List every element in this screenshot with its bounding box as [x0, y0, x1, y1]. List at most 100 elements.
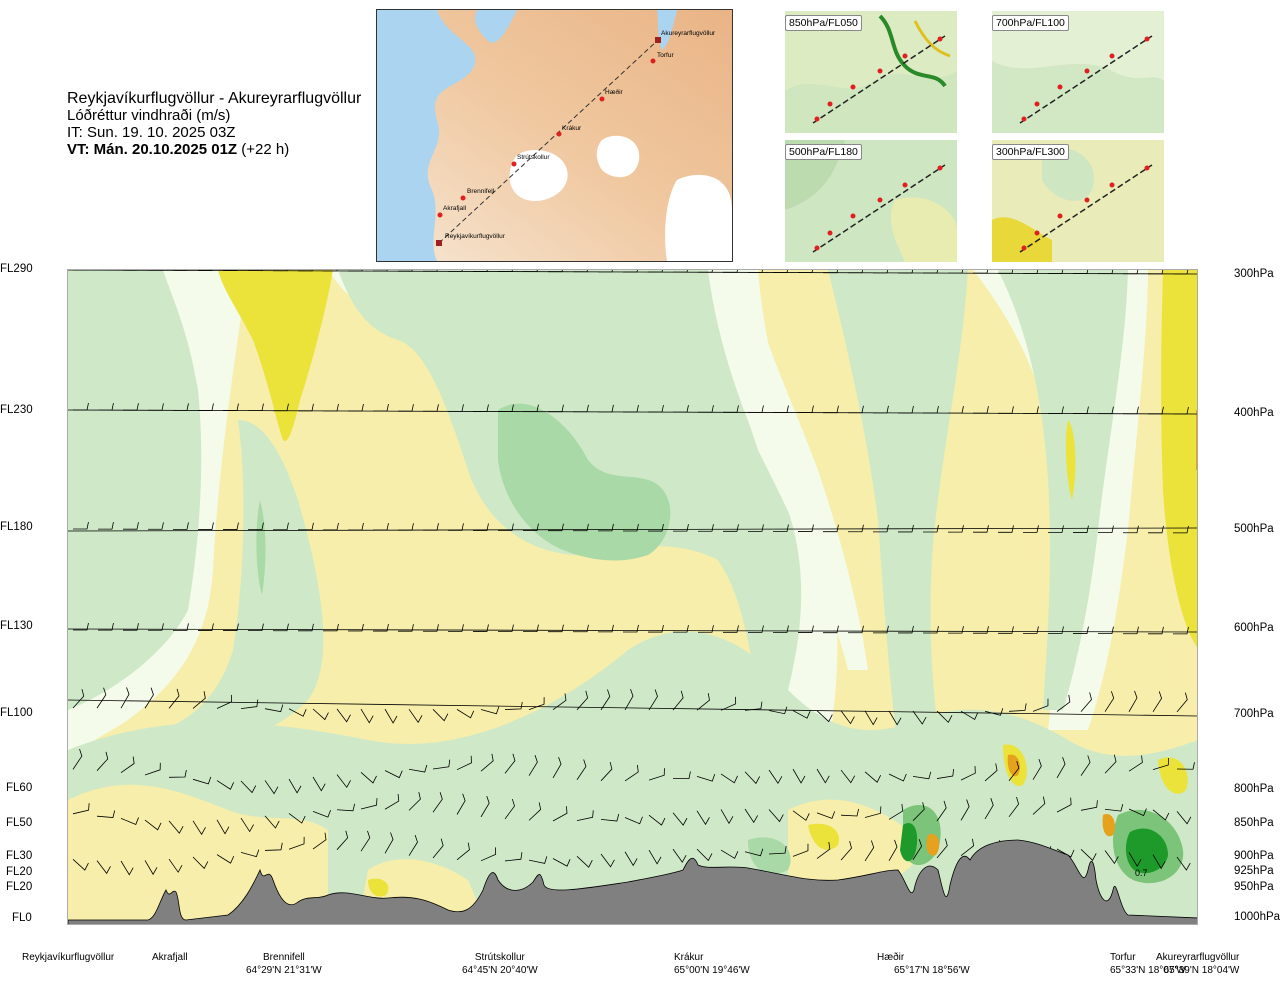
wind-barb — [973, 406, 989, 414]
wind-barb — [1056, 797, 1072, 813]
issue-time: IT: Sun. 19. 10. 2025 03Z — [67, 124, 236, 141]
wind-barb — [1152, 691, 1163, 713]
wind-barb — [798, 405, 814, 413]
wind-barb — [623, 624, 639, 633]
wind-barb — [873, 524, 889, 533]
wind-barb — [448, 523, 464, 531]
waypoint-akrafjall: Akrafjall — [152, 951, 188, 964]
wind-barb — [288, 778, 302, 794]
hpa-label-300: 300hPa — [1234, 268, 1274, 280]
wind-barb — [936, 768, 955, 779]
wind-barb — [1173, 525, 1189, 534]
wind-barb — [984, 763, 998, 782]
wind-barb — [864, 710, 878, 726]
wind-barb — [240, 699, 259, 710]
wind-barb — [552, 806, 568, 822]
wind-barb — [384, 832, 394, 854]
wind-barb — [148, 403, 164, 411]
wind-barb — [348, 623, 364, 632]
wind-barb — [720, 773, 738, 784]
wind-barb — [623, 404, 639, 413]
wind-barb — [96, 860, 111, 875]
wind-barb — [1123, 525, 1139, 534]
wind-barb — [348, 270, 363, 272]
wind-barb — [384, 708, 398, 724]
wind-barb — [744, 848, 764, 857]
fl-label-130: FL130 — [0, 620, 33, 632]
wind-barb — [1048, 626, 1064, 634]
wind-barb — [548, 624, 564, 633]
wind-barb — [423, 523, 439, 531]
mini-map-500: 500hPa/FL180 — [785, 140, 957, 262]
waypoint-torfur: Torfur 65°33'N 18°07'W — [1110, 951, 1186, 977]
wind-barb — [298, 522, 314, 531]
wind-barb — [576, 810, 594, 822]
annotation-value: 0.7 — [1135, 868, 1148, 878]
wind-barb — [523, 624, 539, 633]
wind-barb — [948, 270, 964, 274]
waypoint-name: Hæðir — [877, 952, 905, 963]
wind-barb — [1123, 270, 1139, 275]
wind-barb — [456, 842, 470, 861]
wind-barb — [408, 792, 421, 811]
wind-barb — [723, 405, 739, 413]
wind-barb — [528, 802, 542, 821]
hpa-label-950: 950hPa — [1234, 881, 1274, 893]
mini-map-850: 850hPa/FL050 — [785, 11, 957, 133]
wind-barb — [744, 771, 761, 785]
wind-barb — [198, 403, 214, 411]
wind-barb — [398, 523, 414, 531]
wind-barb — [1128, 690, 1138, 712]
wind-barb — [623, 523, 639, 532]
wind-barb — [573, 404, 589, 413]
wind-barb — [398, 270, 413, 272]
wind-barb — [1098, 626, 1114, 635]
wind-barb — [748, 270, 763, 273]
wind-barb — [168, 769, 187, 778]
wind-barb — [1148, 270, 1164, 275]
wind-barb — [240, 849, 260, 858]
waypoint-coord: 65°17'N 18°56'W — [894, 965, 970, 976]
wind-barb — [398, 624, 414, 632]
wind-barb — [360, 830, 371, 852]
fl-label-290: FL290 — [0, 263, 33, 275]
wind-barb — [744, 701, 763, 711]
wind-barb — [120, 817, 139, 825]
wind-barb — [792, 843, 809, 857]
wind-barb — [423, 404, 439, 412]
wind-barb — [216, 854, 235, 864]
wind-barb — [148, 522, 164, 530]
field-mod-up-west — [218, 270, 333, 441]
waypoint-brennifell: Brennifell 64°29'N 21°31'W — [246, 951, 322, 977]
wind-barb — [723, 625, 739, 633]
wind-barb — [898, 405, 914, 414]
wind-barb — [498, 523, 514, 531]
wind-barb — [1098, 525, 1114, 534]
wind-barb — [198, 522, 214, 530]
wind-barb — [456, 793, 466, 815]
wind-barb — [624, 816, 643, 825]
wind-barb — [98, 403, 114, 411]
wind-barb — [312, 832, 327, 850]
wind-barb — [573, 624, 589, 633]
wind-barb — [1032, 698, 1049, 712]
wind-barb — [998, 270, 1014, 274]
wind-barb — [264, 704, 284, 713]
wind-barb — [600, 689, 611, 711]
wind-barb — [498, 404, 514, 412]
wind-barb — [552, 693, 567, 711]
wind-barb — [123, 623, 139, 631]
wind-barb — [373, 522, 389, 531]
wind-barb — [498, 270, 513, 272]
wind-barb — [1023, 525, 1039, 533]
wind-barb — [1073, 406, 1089, 414]
wind-barb — [648, 624, 664, 633]
wind-barb — [624, 764, 639, 782]
wind-barb — [373, 270, 388, 272]
wind-barb — [873, 625, 889, 634]
hpa-label-850: 850hPa — [1234, 817, 1274, 829]
mini-map-700-graphic — [992, 11, 1164, 133]
wind-barb — [298, 623, 314, 632]
wind-barb — [223, 522, 239, 530]
wind-barb — [848, 524, 864, 533]
